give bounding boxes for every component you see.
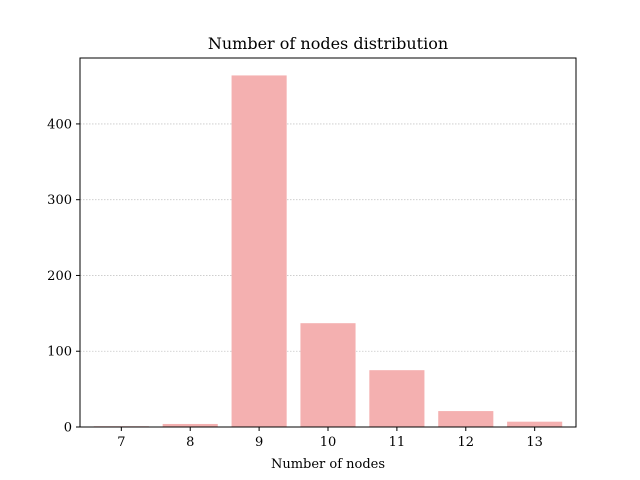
- x-tick-label: 9: [255, 435, 263, 450]
- bars: [93, 75, 563, 428]
- y-axis-ticks: 0 100 200 300 400: [47, 117, 80, 436]
- bar-10: [300, 323, 356, 427]
- x-tick-label: 10: [320, 435, 337, 450]
- x-tick-label: 12: [458, 435, 475, 450]
- bar-8: [162, 423, 218, 427]
- plot-frame: [79, 57, 577, 428]
- x-axis-title: Number of nodes: [271, 457, 385, 472]
- x-axis-ticks: 7 8 9 10 11 12 13: [117, 427, 543, 450]
- bar-11: [369, 370, 425, 427]
- y-tick-label: 400: [47, 117, 72, 132]
- bar-13: [507, 421, 563, 427]
- x-tick-label: 13: [526, 435, 543, 450]
- y-tick-label: 0: [64, 421, 72, 436]
- y-tick-label: 100: [47, 345, 72, 360]
- x-tick-label: 11: [389, 435, 406, 450]
- y-tick-label: 300: [47, 193, 72, 208]
- x-tick-label: 7: [117, 435, 125, 450]
- chart-title: Number of nodes distribution: [208, 34, 448, 53]
- bar-9: [231, 75, 287, 428]
- y-tick-label: 200: [47, 269, 72, 284]
- bar-12: [438, 411, 494, 427]
- x-tick-label: 8: [186, 435, 194, 450]
